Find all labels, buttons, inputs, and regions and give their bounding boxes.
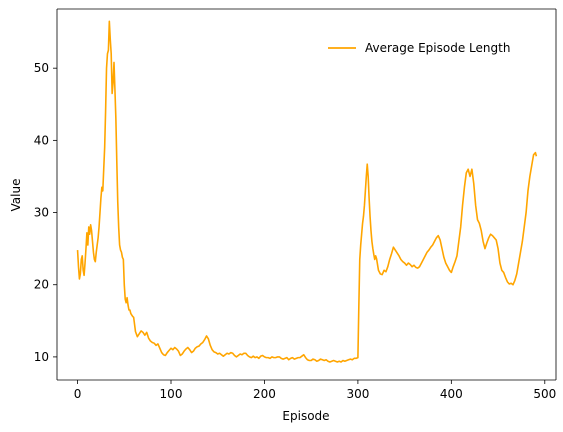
legend-label: Average Episode Length — [365, 41, 510, 55]
y-tick-label: 10 — [34, 350, 49, 364]
y-tick-label: 40 — [34, 133, 49, 147]
series-line-0 — [76, 20, 538, 363]
x-tick-label: 0 — [74, 387, 82, 401]
axes-spines — [56, 8, 557, 381]
x-tick-label: 300 — [346, 387, 369, 401]
x-tick-label: 100 — [160, 387, 183, 401]
x-tick-label: 400 — [440, 387, 463, 401]
y-axis-ticks: 10 20 30 40 50 — [34, 61, 57, 364]
y-tick-label: 20 — [34, 278, 49, 292]
x-axis-ticks: 0 100 200 300 400 500 — [74, 380, 556, 401]
y-axis-label: Value — [9, 179, 23, 212]
x-tick-label: 200 — [253, 387, 276, 401]
plot-area — [57, 9, 556, 380]
x-tick-label: 500 — [533, 387, 556, 401]
series-layer — [76, 20, 538, 363]
y-tick-label: 30 — [34, 206, 49, 220]
x-axis-label: Episode — [282, 409, 329, 423]
legend: Average Episode Length — [328, 41, 510, 55]
y-tick-label: 50 — [34, 61, 49, 75]
